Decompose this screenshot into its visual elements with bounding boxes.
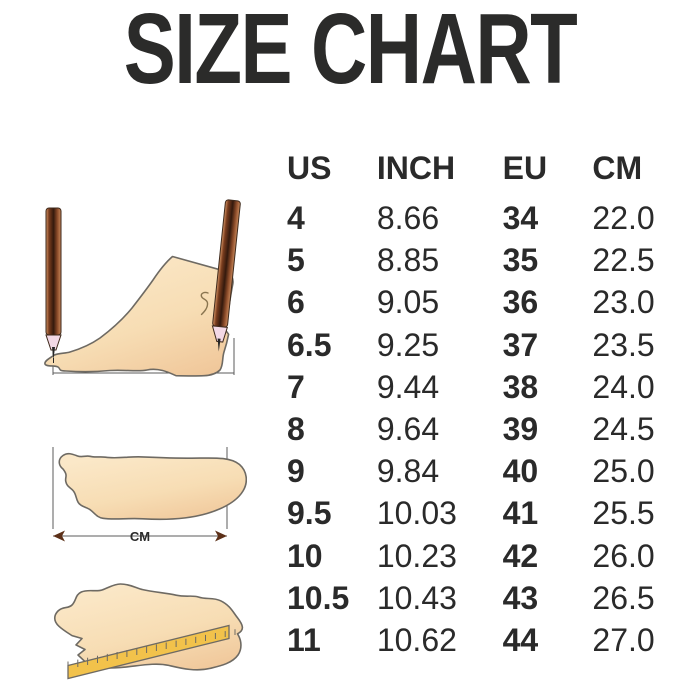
svg-text:CM: CM	[130, 529, 150, 544]
